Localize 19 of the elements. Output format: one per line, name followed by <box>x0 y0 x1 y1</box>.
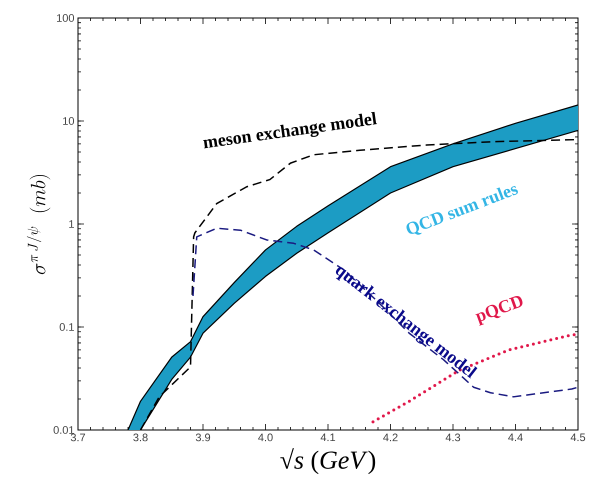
x-tick-label: 4.2 <box>383 434 398 442</box>
x-tick-label: 4.1 <box>320 434 336 442</box>
y-axis-title: $\sigma^{\pi\, J/\psi}\;\;(mb)$ <box>26 174 50 274</box>
x-tick-label: 4.0 <box>258 434 273 442</box>
x-tick-label: 3.7 <box>70 434 86 442</box>
y-tick-label: 0.1 <box>60 323 74 331</box>
x-axis-title: √s (GeV) <box>280 448 376 474</box>
x-tick-label: 4.5 <box>570 434 586 442</box>
y-tick-label: 10 <box>63 117 74 125</box>
x-tick-label: 4.3 <box>446 434 460 442</box>
text: QCD sum rules <box>406 186 518 235</box>
x-tick-label: 4.4 <box>508 434 523 442</box>
y-tick-label: 100 <box>57 14 74 22</box>
text: pQCD <box>475 296 522 326</box>
x-tick-label: 3.8 <box>133 434 148 442</box>
y-tick-label: 0.01 <box>54 426 74 434</box>
text: meson exchange model <box>203 112 378 148</box>
y-tick-label: 1 <box>69 220 74 228</box>
x-tick-label: 3.9 <box>196 434 210 442</box>
